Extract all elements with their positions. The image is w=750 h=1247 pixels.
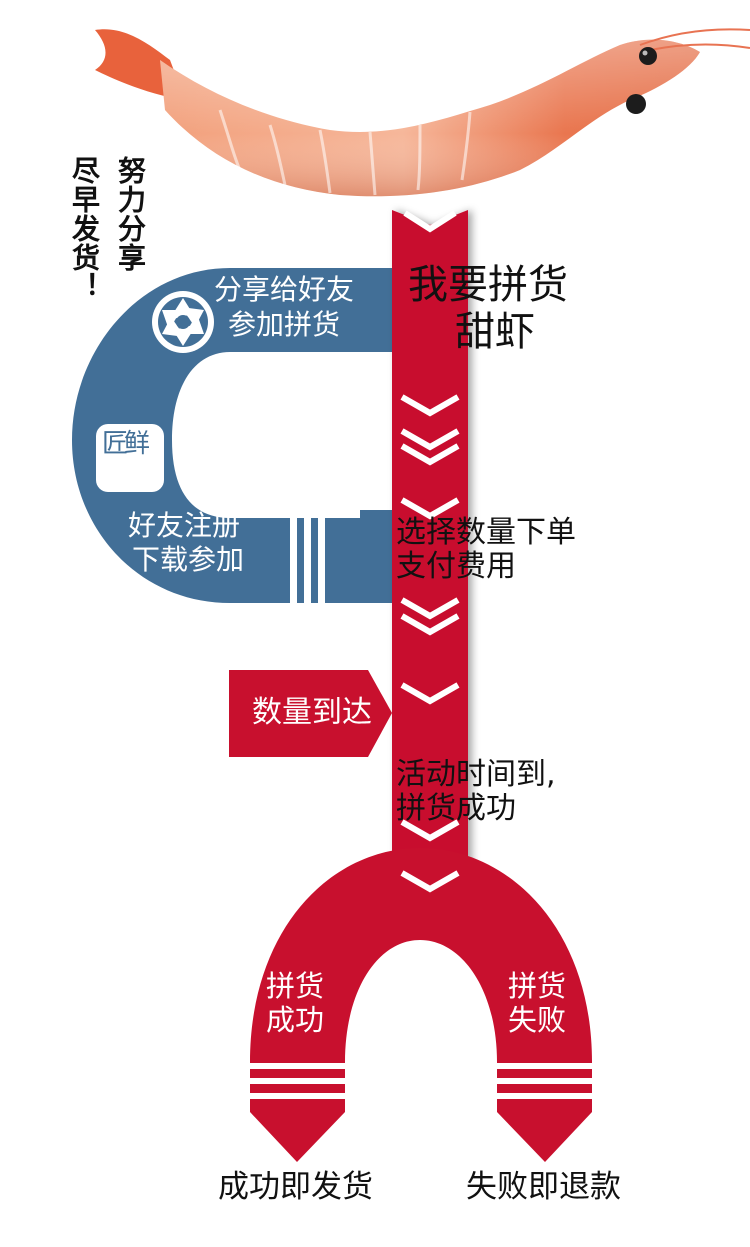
time-up-line-1: 活动时间到, (396, 757, 556, 792)
outcome-split-band (250, 848, 592, 1062)
chevron-down-icon (400, 682, 460, 705)
order-step-line-1: 选择数量下单 (396, 515, 576, 550)
register-label-line-1: 好友注册 (128, 509, 241, 542)
success-label-line-2: 成功 (266, 1003, 325, 1037)
share-label-line-2: 参加拼货 (228, 308, 341, 341)
main-stem-bar (392, 210, 468, 892)
fail-label-line-1: 拼货 (508, 969, 567, 1003)
share-loop-band (72, 268, 392, 603)
shrimp-eye (639, 47, 657, 65)
success-result-text: 成功即发货 (218, 1169, 373, 1205)
time-up-line-2: 拼货成功 (396, 791, 516, 826)
shrimp-antenna (639, 28, 750, 51)
order-step-line-2: 支付费用 (396, 549, 516, 584)
fail-arrow-leg (497, 1060, 592, 1162)
chevron-down-icon (400, 497, 460, 520)
success-leg-stripe (250, 1093, 345, 1099)
chevron-down-icon (400, 428, 460, 451)
main-stem (392, 210, 468, 892)
fail-label-line-2: 失败 (508, 1003, 567, 1037)
slogan-line-1: 努力分享 (114, 156, 147, 272)
chevron-down-icon (400, 394, 460, 417)
chevron-down-icon (400, 443, 460, 466)
quantity-reached-label: 数量到达 (252, 695, 372, 730)
success-label-line-1: 拼货 (266, 969, 325, 1003)
slogan-line-2: 尽早发货！ (68, 156, 101, 301)
aperture-icon (152, 291, 214, 353)
shrimp-eye-2 (626, 94, 646, 114)
share-loop-stripe (290, 510, 297, 603)
chevron-down-icon (400, 613, 460, 636)
chevron-down-icon (400, 870, 460, 893)
success-arrow-leg (250, 1060, 345, 1162)
app-logo-icon (96, 424, 164, 492)
fail-leg-stripe (497, 1093, 592, 1099)
share-loop-stripe (318, 510, 325, 603)
chevron-down-icon (400, 819, 460, 842)
shrimp-illustration (95, 28, 750, 197)
chevron-down-icon (400, 597, 460, 620)
main-title-line-2: 甜虾 (455, 309, 535, 355)
fail-leg-stripe (497, 1078, 592, 1084)
share-loop-stripe (304, 510, 311, 603)
shrimp-segment-lines (218, 109, 472, 196)
register-label-line-2: 下载参加 (132, 543, 245, 576)
chevron-down-icon (403, 210, 457, 233)
fail-result-text: 失败即退款 (466, 1169, 621, 1205)
stem-chevrons (400, 210, 460, 893)
share-label-line-1: 分享给好友 (214, 273, 355, 306)
shrimp-body-shade (160, 39, 700, 197)
quantity-reached-arrow (229, 670, 392, 757)
success-leg-stripe (250, 1078, 345, 1084)
success-leg-stripe (250, 1063, 345, 1069)
main-title-line-1: 我要拼货 (408, 262, 568, 308)
fail-leg-stripe (497, 1063, 592, 1069)
outcome-split (250, 848, 592, 1162)
app-logo-text: 匠鲜 (102, 429, 150, 459)
